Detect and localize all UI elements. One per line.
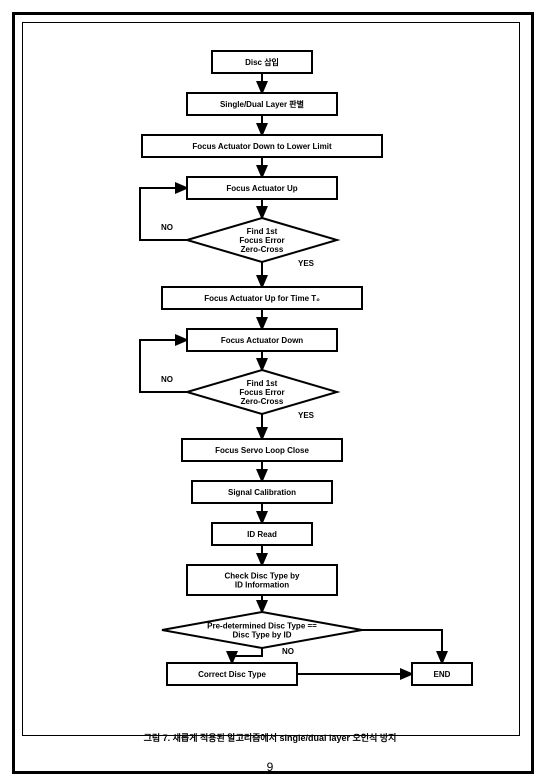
node-n9: ID Read (212, 523, 312, 545)
edge (140, 188, 187, 240)
svg-text:Correct Disc Type: Correct Disc Type (198, 670, 266, 679)
page-number: 9 (0, 760, 540, 774)
svg-text:Focus Error: Focus Error (239, 236, 284, 245)
node-n5: Focus Actuator Up for Time T₀ (162, 287, 362, 309)
svg-text:Focus Servo Loop Close: Focus Servo Loop Close (215, 446, 309, 455)
branch-label: NO (161, 375, 173, 384)
svg-text:Zero-Cross: Zero-Cross (241, 397, 284, 406)
svg-text:Signal Calibration: Signal Calibration (228, 488, 296, 497)
svg-text:Disc 삽입: Disc 삽입 (245, 57, 279, 67)
node-n7: Focus Servo Loop Close (182, 439, 342, 461)
node-n2: Single/Dual Layer 판별 (187, 93, 337, 115)
edge (362, 630, 442, 663)
edge (140, 340, 187, 392)
node-n11: Correct Disc Type (167, 663, 297, 685)
branch-label: YES (298, 411, 315, 420)
node-d3: Pre-determined Disc Type ==Disc Type by … (162, 612, 362, 648)
svg-text:END: END (434, 670, 451, 679)
node-n12: END (412, 663, 472, 685)
node-d1: Find 1stFocus ErrorZero-Cross (187, 218, 337, 262)
node-n3: Focus Actuator Down to Lower Limit (142, 135, 382, 157)
svg-text:Focus Actuator Up for Time T₀: Focus Actuator Up for Time T₀ (204, 294, 320, 303)
figure-caption: 그림 7. 새롭게 적용된 알고리즘에서 single/dual layer 오… (0, 731, 540, 744)
svg-text:ID Read: ID Read (247, 530, 277, 539)
branch-label: NO (282, 647, 294, 656)
branch-label: NO (161, 223, 173, 232)
svg-text:Find 1st: Find 1st (247, 379, 278, 388)
node-n8: Signal Calibration (192, 481, 332, 503)
svg-text:Focus Actuator Down: Focus Actuator Down (221, 336, 303, 345)
svg-text:Pre-determined Disc Type ==: Pre-determined Disc Type == (207, 622, 317, 631)
branch-label: YES (298, 259, 315, 268)
svg-text:Check Disc Type by: Check Disc Type by (225, 572, 301, 581)
node-n1: Disc 삽입 (212, 51, 312, 73)
svg-text:Find 1st: Find 1st (247, 227, 278, 236)
node-n6: Focus Actuator Down (187, 329, 337, 351)
svg-text:ID Information: ID Information (235, 581, 289, 590)
svg-text:Focus Actuator Down to Lower L: Focus Actuator Down to Lower Limit (192, 142, 332, 151)
edge (232, 648, 262, 663)
svg-text:Focus Error: Focus Error (239, 388, 284, 397)
flowchart: Disc 삽입 Single/Dual Layer 판별 Focus Actuato… (22, 22, 518, 734)
node-n4: Focus Actuator Up (187, 177, 337, 199)
node-n10: Check Disc Type byID Information (187, 565, 337, 595)
svg-text:Disc Type by ID: Disc Type by ID (233, 631, 292, 640)
svg-text:Zero-Cross: Zero-Cross (241, 245, 284, 254)
svg-text:Single/Dual Layer 판별: Single/Dual Layer 판별 (220, 99, 304, 109)
node-d2: Find 1stFocus ErrorZero-Cross (187, 370, 337, 414)
svg-text:Focus Actuator Up: Focus Actuator Up (226, 184, 297, 193)
